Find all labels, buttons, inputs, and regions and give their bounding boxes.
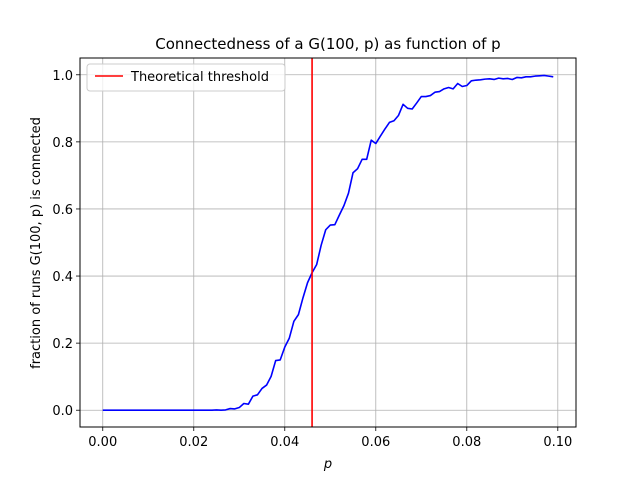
x-tick-label: 0.10	[543, 435, 572, 450]
legend: Theoretical threshold	[86, 63, 286, 92]
plot-area	[102, 58, 554, 427]
y-tick-label: 0.0	[52, 404, 73, 419]
y-tick-label: 0.8	[52, 136, 73, 151]
grid	[80, 58, 576, 427]
y-tick-label: 1.0	[52, 69, 73, 84]
x-axis-title: p	[323, 457, 332, 472]
plot-frame	[79, 57, 577, 428]
y-axis-title: fraction of runs G(100, p) is connected	[29, 117, 44, 369]
x-tick-label: 0.08	[452, 435, 481, 450]
y-tick-label: 0.6	[52, 203, 73, 218]
y-tick-label: 0.2	[52, 337, 73, 352]
x-tick-label: 0.04	[270, 435, 299, 450]
x-tick-label: 0.06	[361, 435, 390, 450]
y-axis: 0.0 0.2 0.4 0.6 0.8 1.0	[52, 69, 80, 419]
y-tick-label: 0.4	[52, 270, 73, 285]
chart-title: Connectedness of a G(100, p) as function…	[155, 35, 500, 53]
legend-label-threshold: Theoretical threshold	[130, 70, 269, 85]
x-tick-label: 0.00	[88, 435, 117, 450]
series-line-connected-fraction	[102, 74, 554, 412]
x-tick-label: 0.02	[179, 435, 208, 450]
x-axis: 0.00 0.02 0.04 0.06 0.08 0.10	[88, 427, 572, 450]
legend-box	[86, 63, 286, 92]
